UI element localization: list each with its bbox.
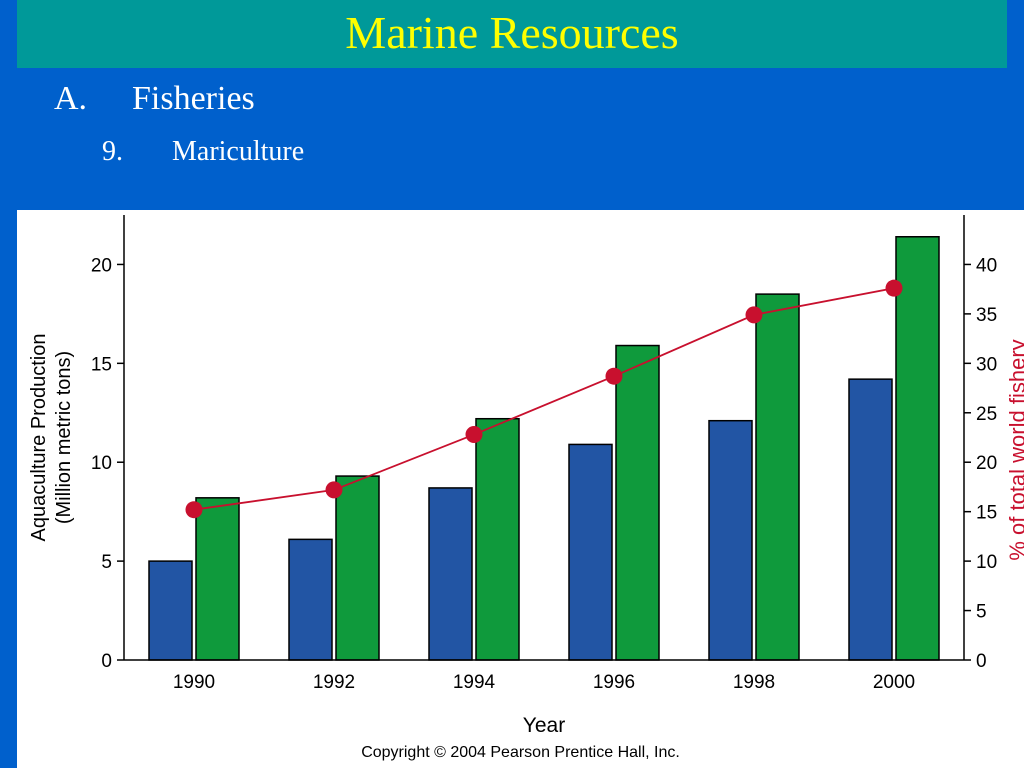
bar-1994-series-2 [475, 417, 520, 661]
outline-level-1-text: Fisheries [132, 80, 255, 117]
y-tick-label-20: 20 [91, 255, 112, 276]
x-tick-label-1996: 1996 [593, 672, 635, 693]
y2-tick-label-15: 15 [976, 503, 997, 524]
bar-1990-series-1 [148, 560, 193, 661]
y2-tick-label-10: 10 [976, 552, 997, 573]
outline-level-1-marker: A. [54, 80, 88, 117]
bar-2000-series-2 [895, 236, 940, 661]
y-tick-label-5: 5 [101, 552, 112, 573]
outline-level-2: 9. Mariculture [102, 136, 304, 168]
point-1996 [605, 367, 623, 385]
x-tick-label-1994: 1994 [453, 672, 496, 693]
y2-tick-label-5: 5 [976, 602, 987, 623]
outline-level-2-marker: 9. [102, 136, 123, 167]
slide-title: Marine Resources [345, 7, 679, 58]
point-1990 [185, 501, 203, 519]
y-axis-title-line-2: (Million metric tons) [53, 351, 75, 524]
x-tick-label-1990: 1990 [173, 672, 215, 693]
point-1994 [465, 426, 483, 444]
point-1992 [325, 481, 343, 499]
bar-2000-series-1 [848, 378, 893, 661]
bar-1994-series-1 [428, 487, 473, 661]
copyright-text: Copyright © 2004 Pearson Prentice Hall, … [361, 744, 680, 761]
y2-tick-label-20: 20 [976, 453, 997, 474]
point-2000 [885, 279, 903, 297]
bar-1992-series-1 [288, 538, 333, 661]
y2-tick-label-30: 30 [976, 354, 997, 375]
bar-1990-series-2 [195, 497, 240, 661]
percent-share-line [193, 287, 895, 511]
title-bar: Marine Resources [17, 0, 1007, 68]
x-tick-label-2000: 2000 [873, 672, 915, 693]
aquaculture-chart: 0 5 10 15 20 0 5 10 15 20 25 30 35 40 1990 1992 1994 1996… [28, 215, 1024, 737]
y2-tick-label-40: 40 [976, 255, 997, 276]
y-tick-label-0: 0 [101, 651, 112, 672]
bar-1998-series-1 [708, 419, 753, 661]
x-axis-title: Year [523, 714, 565, 737]
outline-level-1: A. Fisheries [54, 80, 255, 118]
y2-tick-label-35: 35 [976, 305, 997, 326]
bar-1996-series-2 [615, 344, 660, 661]
x-tick-label-1992: 1992 [313, 672, 355, 693]
chart-figure: 0 5 10 15 20 0 5 10 15 20 25 30 35 40 1990 1992 1994 1996… [17, 210, 1024, 768]
y2-axis-title: % of total world fishery [1005, 339, 1024, 560]
bar-1996-series-1 [568, 443, 613, 661]
y2-tick-label-25: 25 [976, 404, 997, 425]
x-tick-label-1998: 1998 [733, 672, 775, 693]
point-1998 [745, 306, 763, 324]
y-axis-title-line-1: Aquaculture Production [28, 334, 50, 542]
y-tick-label-15: 15 [91, 354, 112, 375]
y2-tick-label-0: 0 [976, 651, 987, 672]
bar-1998-series-2 [755, 293, 800, 661]
outline-level-2-text: Mariculture [172, 136, 305, 167]
bar-1992-series-2 [335, 475, 380, 661]
y-tick-label-10: 10 [91, 453, 112, 474]
